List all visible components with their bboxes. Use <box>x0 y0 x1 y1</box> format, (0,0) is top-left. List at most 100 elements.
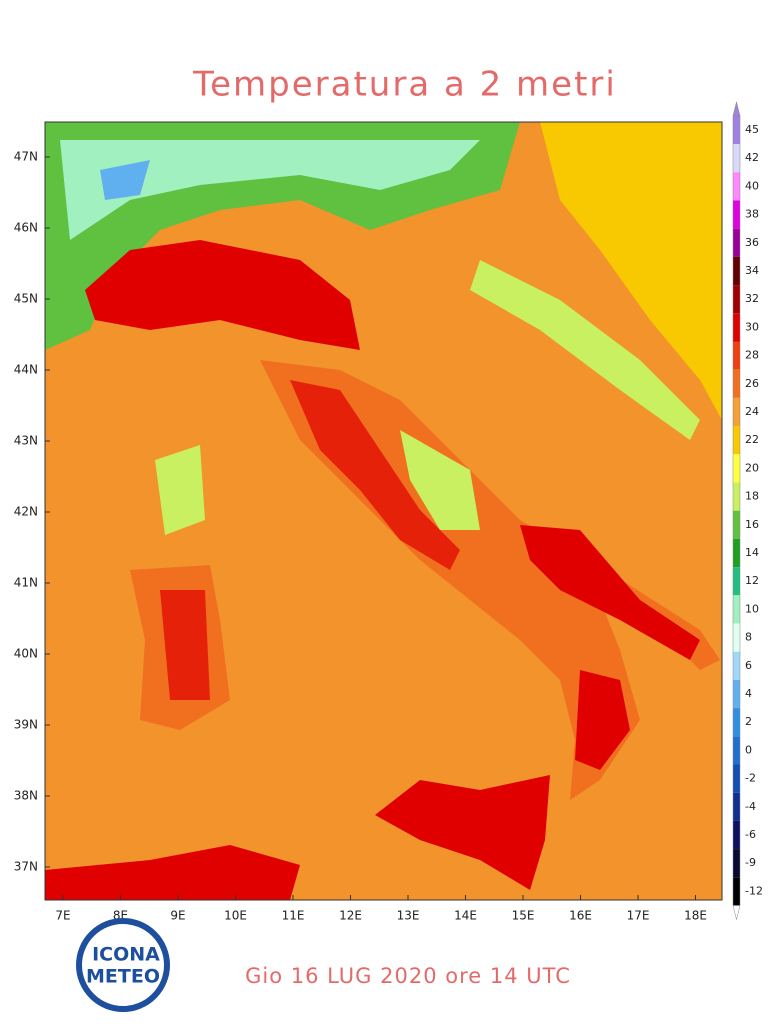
logo-ring <box>76 918 170 1012</box>
colorbar-label: 32 <box>745 292 759 305</box>
sicily <box>375 775 550 890</box>
latitude-label: 45N <box>14 292 38 306</box>
colorbar-label: -4 <box>745 800 756 813</box>
colorbar-cell <box>733 144 740 173</box>
colorbar-label: 0 <box>745 743 752 756</box>
colorbar-label: 18 <box>745 490 759 503</box>
longitude-label: 15E <box>512 909 535 923</box>
north-region <box>45 122 722 420</box>
colorbar-label: 8 <box>745 631 752 644</box>
alps-peak <box>100 160 150 200</box>
colorbar-cell <box>733 651 740 680</box>
colorbar-label: 14 <box>745 546 759 559</box>
alps-high <box>60 140 480 240</box>
longitude-label: 7E <box>55 909 70 923</box>
latitude-label: 41N <box>14 576 38 590</box>
colorbar-label: 2 <box>745 715 752 728</box>
colorbar-cell <box>733 820 740 850</box>
longitude-label: 17E <box>627 909 650 923</box>
longitude-label: 18E <box>684 909 707 923</box>
colorbar-label: 24 <box>745 405 759 418</box>
colorbar-cell <box>733 736 740 765</box>
colorbar-cell <box>733 849 740 878</box>
longitude-label: 9E <box>170 909 185 923</box>
colorbar-label: 6 <box>745 659 752 672</box>
latitude-label: 40N <box>14 647 38 661</box>
map-frame <box>44 121 723 901</box>
tyrrhenian-hills <box>290 380 460 570</box>
colorbar-label: 22 <box>745 433 759 446</box>
apennines <box>400 430 480 530</box>
logo: ICONA METEO <box>76 918 170 1012</box>
africa-coast <box>45 845 300 900</box>
colorbar-cell <box>733 313 740 342</box>
date: Gio 16 LUG 2020 ore 14 UTC <box>245 964 571 988</box>
colorbar-cell <box>733 426 740 455</box>
colorbar-label: 40 <box>745 179 759 192</box>
puglia <box>520 525 700 660</box>
colorbar-cell <box>733 115 740 145</box>
colorbar-label: 36 <box>745 236 759 249</box>
calabria <box>575 670 630 770</box>
colorbar-label: 30 <box>745 320 759 333</box>
colorbar-cell <box>733 256 740 286</box>
colorbar-label: 28 <box>745 349 759 362</box>
colorbar-label: -6 <box>745 828 756 841</box>
corsica <box>155 445 205 535</box>
colorbar-cell <box>733 172 740 201</box>
colorbar-cell <box>733 397 740 427</box>
colorbar-cell <box>733 369 740 398</box>
latitude-label: 38N <box>14 789 38 803</box>
longitude-label: 14E <box>454 909 477 923</box>
logo-text: METEO <box>86 966 160 988</box>
longitude-label: 11E <box>282 909 305 923</box>
colorbar-label: 34 <box>745 264 759 277</box>
colorbar-cell <box>733 454 740 483</box>
longitude-label: 12E <box>339 909 362 923</box>
colorbar: 4542403836343230282624222018161412108642… <box>732 101 763 920</box>
colorbar-cell <box>733 708 740 737</box>
colorbar-label: -9 <box>745 856 756 869</box>
colorbar-label: 16 <box>745 518 759 531</box>
colorbar-cell <box>733 623 740 652</box>
colorbar-label: 45 <box>745 123 759 136</box>
colorbar-cell <box>733 538 740 568</box>
colorbar-arrow <box>732 905 741 920</box>
colorbar-label: 26 <box>745 377 759 390</box>
colorbar-label: 10 <box>745 602 759 615</box>
colorbar-frame <box>732 115 741 906</box>
colorbar-label: 20 <box>745 461 759 474</box>
latitude-labels: 47N 46N 45N 44N 43N 42N 41N 40N 39N 38N 37N <box>14 150 50 874</box>
colorbar-cell <box>733 228 740 257</box>
colorbar-cell <box>733 764 740 793</box>
colorbar-cell <box>733 595 740 624</box>
latitude-label: 39N <box>14 718 38 732</box>
colorbar-cell <box>733 679 740 709</box>
map <box>44 121 723 901</box>
colorbar-cell <box>733 482 740 511</box>
sardinia-inland <box>160 590 210 700</box>
longitude-label: 16E <box>569 909 592 923</box>
colorbar-arrow <box>732 101 741 117</box>
latitude-label: 42N <box>14 505 38 519</box>
latitude-label: 47N <box>14 150 38 164</box>
balkan-hills <box>470 260 700 440</box>
title: Temperatura a 2 metri <box>192 65 617 105</box>
latitude-label: 44N <box>14 363 38 377</box>
colorbar-cell <box>733 341 740 370</box>
colorbar-label: 38 <box>745 208 759 221</box>
colorbar-cell <box>733 285 740 314</box>
longitude-label: 10E <box>224 909 247 923</box>
colorbar-label: 12 <box>745 574 759 587</box>
colorbar-label: -12 <box>745 884 763 897</box>
latitude-label: 46N <box>14 221 38 235</box>
colorbar-label: 4 <box>745 687 752 700</box>
longitude-label: 13E <box>397 909 420 923</box>
colorbar-cell <box>733 510 740 539</box>
colorbar-cell <box>733 200 740 229</box>
latitude-label: 43N <box>14 434 38 448</box>
colorbar-label: 42 <box>745 151 759 164</box>
logo-text: ICONA <box>92 944 160 966</box>
colorbar-cell <box>733 792 740 821</box>
